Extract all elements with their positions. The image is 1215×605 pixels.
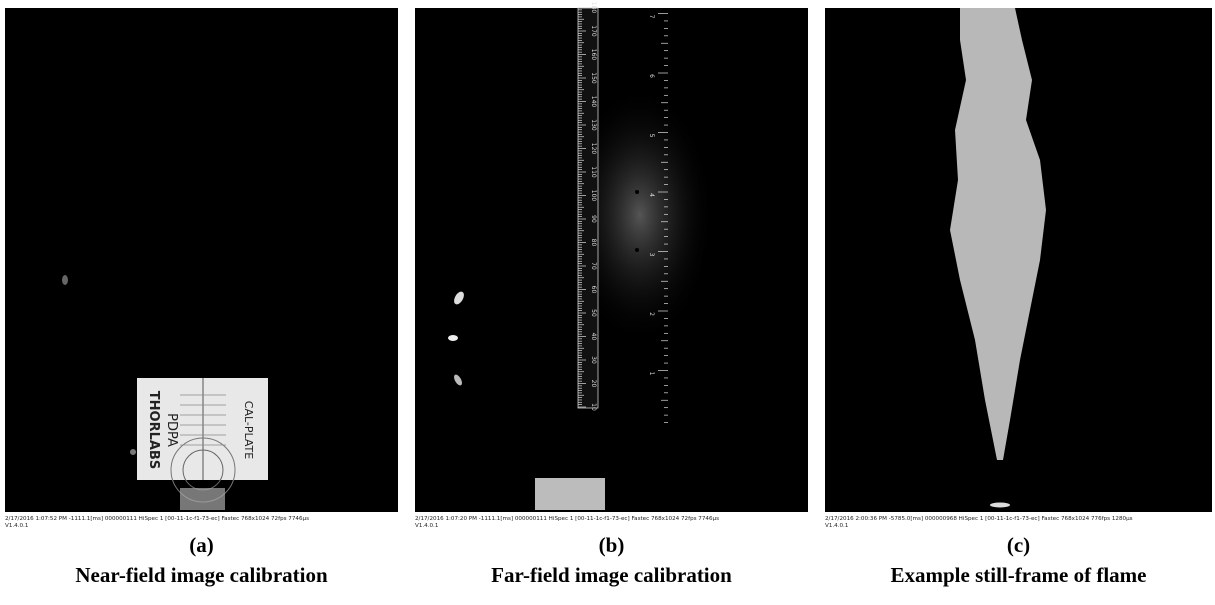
scale-label: 4 — [648, 193, 655, 197]
ruler-label: 120 — [590, 143, 597, 155]
scale-label: 5 — [648, 134, 655, 138]
ruler-label: 30 — [590, 356, 597, 364]
ruler-label: 170 — [590, 25, 597, 37]
scale-label: 6 — [648, 74, 655, 78]
panel-a-image: THORLABS PDPA CAL-PLATE — [5, 8, 398, 512]
panel-caption: Far-field image calibration — [491, 563, 732, 587]
panel-label: (b) — [599, 533, 625, 557]
ruler-label: 180 — [590, 2, 597, 14]
plate-brand: THORLABS — [146, 391, 161, 469]
panel-label: (c) — [1007, 533, 1030, 557]
plate-text: PDPA — [164, 413, 179, 447]
panel-label: (a) — [189, 533, 214, 557]
panel-caption: Near-field image calibration — [75, 563, 328, 587]
timestamp: 2/17/2016 2:00:36 PM -5785.0[ms] 0000009… — [825, 516, 1133, 522]
version: V1.4.0.1 — [825, 523, 849, 529]
ruler-label: 40 — [590, 333, 597, 341]
ruler-label: 20 — [590, 380, 597, 388]
ruler-label: 160 — [590, 49, 597, 61]
plate-text: CAL-PLATE — [242, 401, 255, 460]
timestamp: 2/17/2016 1:07:52 PM -1111.1[ms] 0000001… — [5, 516, 309, 522]
scale-label: 7 — [648, 15, 655, 19]
ruler-label: 90 — [590, 215, 597, 223]
ruler-label: 150 — [590, 72, 597, 84]
timestamp: 2/17/2016 1:07:20 PM -1111.1[ms] 0000001… — [415, 516, 719, 522]
scale-label: 2 — [648, 312, 655, 316]
ruler-label: 80 — [590, 239, 597, 247]
ruler-label: 60 — [590, 286, 597, 294]
ruler-label: 140 — [590, 96, 597, 108]
panel-caption: Example still-frame of flame — [890, 563, 1146, 587]
version: V1.4.0.1 — [415, 523, 439, 529]
scale-label: 3 — [648, 253, 655, 257]
ruler-label: 100 — [590, 190, 597, 202]
version: V1.4.0.1 — [5, 523, 29, 529]
panel-b-image — [415, 7, 808, 512]
ruler-label: 70 — [590, 262, 597, 270]
ruler-label: 50 — [590, 309, 597, 317]
panel-c-image — [825, 8, 1212, 512]
scale-label: 1 — [648, 372, 655, 376]
ruler-label: 110 — [590, 166, 597, 178]
ruler-label: 10 — [590, 403, 597, 411]
ruler-label: 130 — [590, 119, 597, 131]
